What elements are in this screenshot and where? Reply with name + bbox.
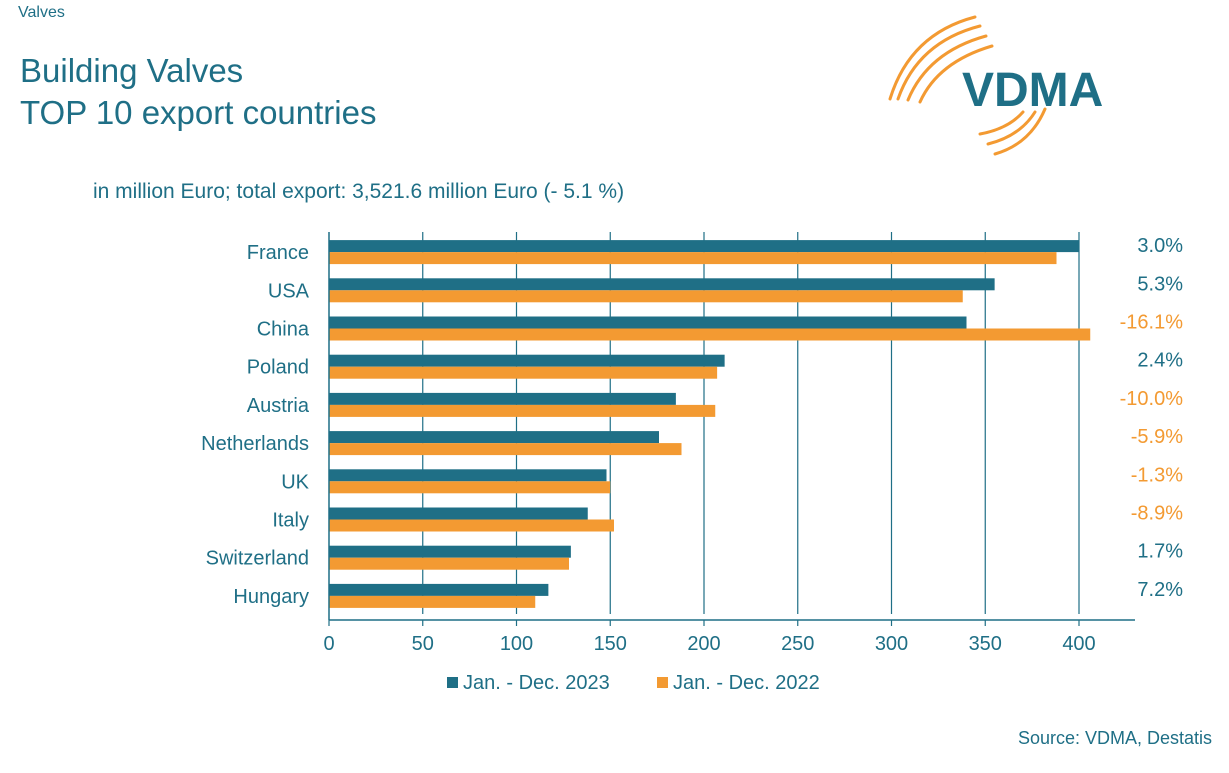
change-label: 1.7% <box>1137 541 1183 563</box>
change-label: -5.9% <box>1131 426 1183 448</box>
logo-swoosh-icon <box>888 15 1047 156</box>
bar-2023 <box>329 240 1079 253</box>
category-label: Netherlands <box>201 433 309 455</box>
x-tick-label: 300 <box>875 633 908 655</box>
bar-2022 <box>329 557 569 570</box>
category-label: France <box>247 242 309 264</box>
x-tick-label: 350 <box>969 633 1002 655</box>
change-label: 3.0% <box>1137 235 1183 257</box>
category-label: Switzerland <box>206 548 309 570</box>
bar-2023 <box>329 545 571 558</box>
change-label: -10.0% <box>1120 388 1184 410</box>
category-label: Italy <box>272 510 309 532</box>
change-label: 5.3% <box>1137 273 1183 295</box>
change-label: -1.3% <box>1131 464 1183 486</box>
bar-2023 <box>329 583 549 596</box>
vdma-logo: VDMA <box>888 15 1103 156</box>
bar-2022 <box>329 328 1091 341</box>
x-tick-label: 100 <box>500 633 533 655</box>
chart-subtitle: in million Euro; total export: 3,521.6 m… <box>93 180 625 203</box>
x-tick-label: 50 <box>412 633 434 655</box>
x-tick-label: 250 <box>781 633 814 655</box>
legend-label-2022: Jan. - Dec. 2022 <box>673 672 820 694</box>
source-note: Source: VDMA, Destatis <box>1017 728 1212 748</box>
change-label: -8.9% <box>1131 503 1183 525</box>
category-label: Hungary <box>233 586 309 608</box>
bar-2023 <box>329 431 659 444</box>
bar-2022 <box>329 595 536 608</box>
change-label: -16.1% <box>1120 312 1184 334</box>
x-tick-label: 0 <box>323 633 334 655</box>
category-label: Austria <box>247 395 310 417</box>
category-label: USA <box>268 280 310 302</box>
legend-label-2023: Jan. - Dec. 2023 <box>463 672 610 694</box>
x-tick-label: 400 <box>1062 633 1095 655</box>
bar-2023 <box>329 469 607 482</box>
bar-2022 <box>329 443 682 456</box>
change-label: 7.2% <box>1137 579 1183 601</box>
change-label: 2.4% <box>1137 350 1183 372</box>
bar-2022 <box>329 519 614 532</box>
legend-swatch-2023 <box>447 677 458 688</box>
title-line-1: Building Valves <box>20 52 244 89</box>
logo-text: VDMA <box>962 64 1103 117</box>
category-label: China <box>257 319 310 341</box>
bar-2022 <box>329 481 611 494</box>
category-label: UK <box>281 471 309 493</box>
category-label: Poland <box>247 357 309 379</box>
bar-2022 <box>329 290 963 303</box>
bar-2023 <box>329 392 676 405</box>
bar-2022 <box>329 404 716 417</box>
page-title: Building Valves TOP 10 export countries <box>20 50 376 134</box>
bar-2022 <box>329 366 718 379</box>
bar-2023 <box>329 316 967 329</box>
bar-2023 <box>329 354 725 367</box>
section-label: Valves <box>18 4 65 21</box>
title-line-2: TOP 10 export countries <box>20 94 377 131</box>
bar-2023 <box>329 507 588 520</box>
legend-swatch-2022 <box>657 677 668 688</box>
bar-2022 <box>329 252 1057 265</box>
x-tick-label: 150 <box>594 633 627 655</box>
bar-2023 <box>329 278 995 291</box>
x-tick-label: 200 <box>687 633 720 655</box>
